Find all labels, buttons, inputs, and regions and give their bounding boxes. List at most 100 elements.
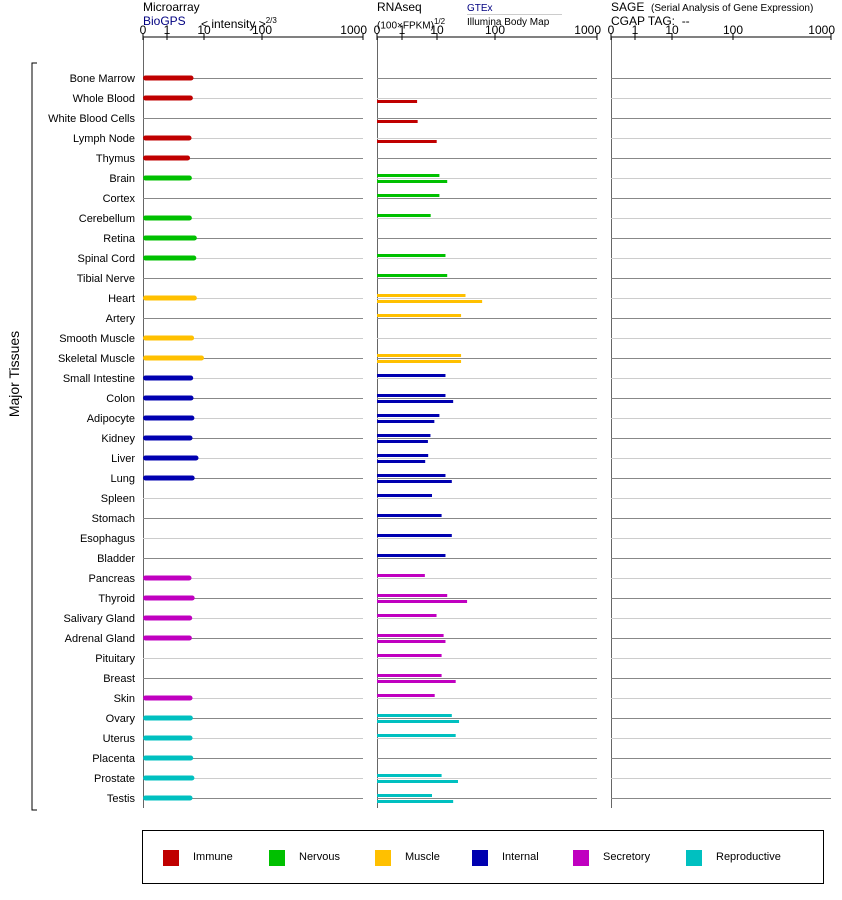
tissue-label: Colon — [106, 393, 135, 405]
gtex-bar — [377, 654, 442, 657]
gtex-bar — [377, 694, 435, 697]
microarray-bar — [143, 375, 194, 381]
sage-tick-label: 10 — [665, 23, 679, 37]
ibm-bar — [377, 680, 456, 683]
gtex-bar — [377, 634, 444, 637]
tissue-label: Lymph Node — [73, 133, 135, 145]
gtex-bar — [377, 174, 440, 177]
microarray-bar — [143, 795, 193, 801]
microarray-bar — [143, 235, 197, 241]
ibm-bar — [377, 420, 435, 423]
microarray-bar — [143, 595, 195, 601]
tissue-label: Ovary — [106, 713, 136, 725]
ibm-bar — [377, 440, 428, 443]
microarray-bar — [143, 355, 204, 361]
legend-swatch-immune — [163, 850, 179, 866]
y-axis-label: Major Tissues — [6, 331, 22, 417]
rna-tick-label: 1 — [399, 23, 406, 37]
source-divider — [467, 14, 562, 15]
rnaseq-scale-exponent: 1/2 — [433, 17, 446, 26]
gtex-bar — [377, 474, 446, 477]
tissue-label: Bone Marrow — [70, 73, 135, 85]
microarray-bar — [143, 395, 194, 401]
tissue-label: Adrenal Gland — [65, 633, 135, 645]
microarray-scale-label: < intensity >2/3 — [201, 14, 277, 31]
ibm-bar — [377, 800, 454, 803]
microarray-source[interactable]: BioGPS — [143, 14, 186, 28]
microarray-bar — [143, 695, 193, 701]
microarray-bar — [143, 715, 193, 721]
sage-tick-label: 100 — [723, 23, 743, 37]
gtex-bar — [377, 454, 429, 457]
microarray-tick-label: 100 — [252, 23, 272, 37]
tissue-label: Cortex — [103, 193, 136, 205]
legend-label-reproductive: Reproductive — [716, 851, 781, 863]
tissue-label: Placenta — [92, 753, 136, 765]
gtex-source[interactable]: GTEx — [467, 3, 493, 14]
microarray-bar — [143, 175, 192, 181]
sage-description: (Serial Analysis of Gene Expression) — [651, 3, 814, 14]
ibm-bar — [377, 100, 418, 103]
ibm-source: Illumina Body Map — [467, 17, 550, 28]
tissue-label: Testis — [107, 793, 136, 805]
rnaseq-scale-text: (100×FPKM) — [377, 20, 434, 32]
gtex-bar — [377, 554, 446, 557]
legend-label-immune: Immune — [193, 851, 233, 863]
microarray-bar — [143, 155, 191, 161]
ibm-bar — [377, 180, 448, 183]
legend-swatch-nervous — [269, 850, 285, 866]
tissue-label: Pituitary — [95, 653, 135, 665]
microarray-bar — [143, 295, 197, 301]
tissue-label: Adipocyte — [87, 413, 135, 425]
microarray-bar — [143, 215, 192, 221]
gtex-bar — [377, 514, 442, 517]
tissue-label: Artery — [106, 313, 136, 325]
microarray-scale-text: < intensity > — [201, 17, 266, 31]
legend-label-secretory: Secretory — [603, 851, 651, 863]
microarray-bar — [143, 75, 194, 81]
tissue-label: Thyroid — [98, 593, 135, 605]
ibm-bar — [377, 120, 418, 123]
sage-title: SAGE (Serial Analysis of Gene Expression… — [611, 0, 813, 16]
tissue-label: Smooth Muscle — [59, 333, 135, 345]
microarray-title: Microarray — [143, 0, 200, 14]
legend-swatch-reproductive — [686, 850, 702, 866]
ibm-bar — [377, 720, 460, 723]
tissue-label: Small Intestine — [63, 373, 135, 385]
rnaseq-scale-label: (100×FPKM)1/2 — [377, 15, 445, 33]
legend-swatch-secretory — [573, 850, 589, 866]
gtex-bar — [377, 414, 440, 417]
gtex-bar — [377, 734, 456, 737]
microarray-tick-label: 1 — [164, 23, 171, 37]
tissue-label: Lung — [111, 473, 135, 485]
ibm-bar — [377, 300, 483, 303]
rna-tick-label: 100 — [485, 23, 505, 37]
gtex-bar — [377, 534, 452, 537]
sage-tag: CGAP TAG: -- — [611, 14, 690, 28]
ibm-bar — [377, 780, 458, 783]
tissue-label: Salivary Gland — [63, 613, 135, 625]
gtex-bar — [377, 674, 442, 677]
microarray-tick-label: 1000 — [340, 23, 367, 37]
tissue-label: Whole Blood — [73, 93, 135, 105]
ibm-bar — [377, 360, 462, 363]
gtex-bar — [377, 374, 446, 377]
legend-label-internal: Internal — [502, 851, 539, 863]
tissue-label: Heart — [108, 293, 135, 305]
tissue-label: Spleen — [101, 493, 135, 505]
tissue-label: Prostate — [94, 773, 135, 785]
legend: Immune Nervous Muscle Internal Secretory Repr… — [142, 830, 824, 884]
gtex-bar — [377, 614, 437, 617]
microarray-bar — [143, 775, 195, 781]
microarray-tick-label: 10 — [197, 23, 211, 37]
gtex-bar — [377, 714, 452, 717]
gtex-bar — [377, 214, 431, 217]
microarray-bar — [143, 95, 193, 101]
gtex-bar — [377, 314, 462, 317]
legend-swatch-internal — [472, 850, 488, 866]
tissue-label: Tibial Nerve — [77, 273, 135, 285]
tissue-label: Thymus — [96, 153, 136, 165]
tissue-label: Stomach — [92, 513, 135, 525]
microarray-bar — [143, 435, 193, 441]
